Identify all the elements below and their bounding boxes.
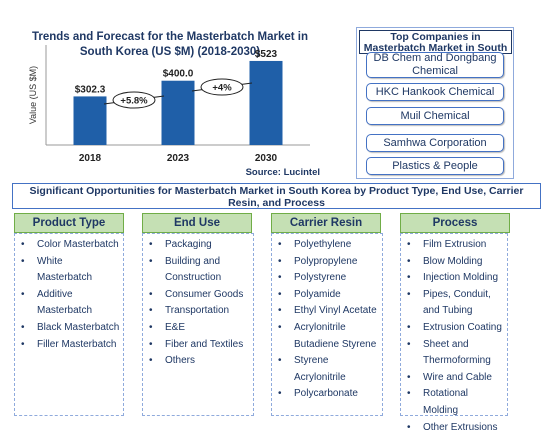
carrier-resin-header: Carrier Resin: [271, 213, 381, 233]
list-item: Polyethylene: [276, 237, 379, 254]
list-item: Building and: [147, 254, 250, 271]
list-item: Transportation: [147, 303, 250, 320]
x-tick-label: 2023: [167, 153, 190, 164]
list-item: Filler Masterbatch: [19, 337, 120, 354]
list-item: Acrylonitrile: [276, 320, 379, 337]
list-item: Pipes, Conduit,: [405, 287, 504, 304]
list-item: Color Masterbatch: [19, 237, 120, 254]
list-item: Extrusion Coating: [405, 320, 504, 337]
x-tick-label: 2018: [79, 153, 102, 164]
list-item: and Tubing: [423, 305, 473, 317]
opportunities-title: Significant Opportunities for Masterbatc…: [12, 183, 541, 209]
list-item: Film Extrusion: [405, 237, 504, 254]
top-companies-title: Top Companies in Masterbatch Market in S…: [359, 30, 512, 65]
list-item: Butadiene Styrene: [294, 338, 377, 350]
list-item: Other Extrusions: [405, 420, 504, 437]
company-item: Muil Chemical: [366, 107, 504, 125]
list-item: Consumer Goods: [147, 287, 250, 304]
list-item: Thermoforming: [423, 355, 491, 367]
list-item: Blow Molding: [405, 254, 504, 271]
company-item: DB Chem and Dongbang Chemical: [366, 52, 504, 78]
x-tick-label: 2030: [255, 153, 278, 164]
bar-value-label: $302.3: [75, 84, 106, 95]
list-item: Injection Molding: [405, 270, 504, 287]
list-item: Rotational Molding: [405, 386, 504, 419]
end-use-list: Packaging Building and Construction Cons…: [142, 233, 254, 416]
list-item: Additive: [19, 287, 120, 304]
list-item: Fiber and Textiles: [147, 337, 250, 354]
list-item: Black Masterbatch: [19, 320, 120, 337]
process-list: Film Extrusion Blow Molding Injection Mo…: [400, 233, 508, 436]
bar: [249, 60, 283, 146]
source-label: Source: Lucintel: [246, 167, 320, 178]
chart-title: Trends and Forecast for the Masterbatch …: [31, 31, 309, 58]
list-item: Construction: [165, 272, 222, 284]
list-item: Polycarbonate: [276, 386, 379, 403]
product-type-header: Product Type: [14, 213, 124, 233]
growth-bubble: [200, 78, 244, 96]
list-item: Polyamide: [276, 287, 379, 304]
list-item: Styrene: [276, 353, 379, 370]
list-item: Polypropylene: [276, 254, 379, 271]
carrier-resin-list: Polyethylene Polypropylene Polystyrene P…: [271, 233, 383, 416]
growth-label: +5.8%: [120, 96, 148, 107]
list-item: Ethyl Vinyl Acetate: [276, 303, 379, 320]
product-type-list: Color Masterbatch White Masterbatch Addi…: [14, 233, 124, 416]
top-companies-panel: [356, 27, 514, 179]
bar: [73, 96, 107, 145]
list-item: Masterbatch: [37, 305, 93, 317]
company-item: Samhwa Corporation: [366, 134, 504, 152]
company-item: Plastics & People: [366, 157, 504, 175]
bar-value-label: $523: [255, 49, 278, 60]
list-item: Wire and Cable: [405, 370, 504, 387]
bar: [161, 80, 195, 145]
list-item: Acrylonitrile: [294, 371, 346, 383]
list-item: E&E: [147, 320, 250, 337]
list-item: Packaging: [147, 237, 250, 254]
growth-label: +4%: [212, 83, 232, 94]
list-item: White Masterbatch: [19, 254, 120, 287]
bar-value-label: $400.0: [163, 69, 194, 80]
list-item: Sheet and: [405, 337, 504, 354]
growth-bubble: [112, 91, 156, 109]
y-axis-label: Value (US $M): [28, 66, 38, 124]
end-use-header: End Use: [142, 213, 252, 233]
company-item: HKC Hankook Chemical: [366, 83, 504, 101]
process-header: Process: [400, 213, 510, 233]
list-item: Polystyrene: [276, 270, 379, 287]
list-item: Others: [147, 353, 250, 370]
